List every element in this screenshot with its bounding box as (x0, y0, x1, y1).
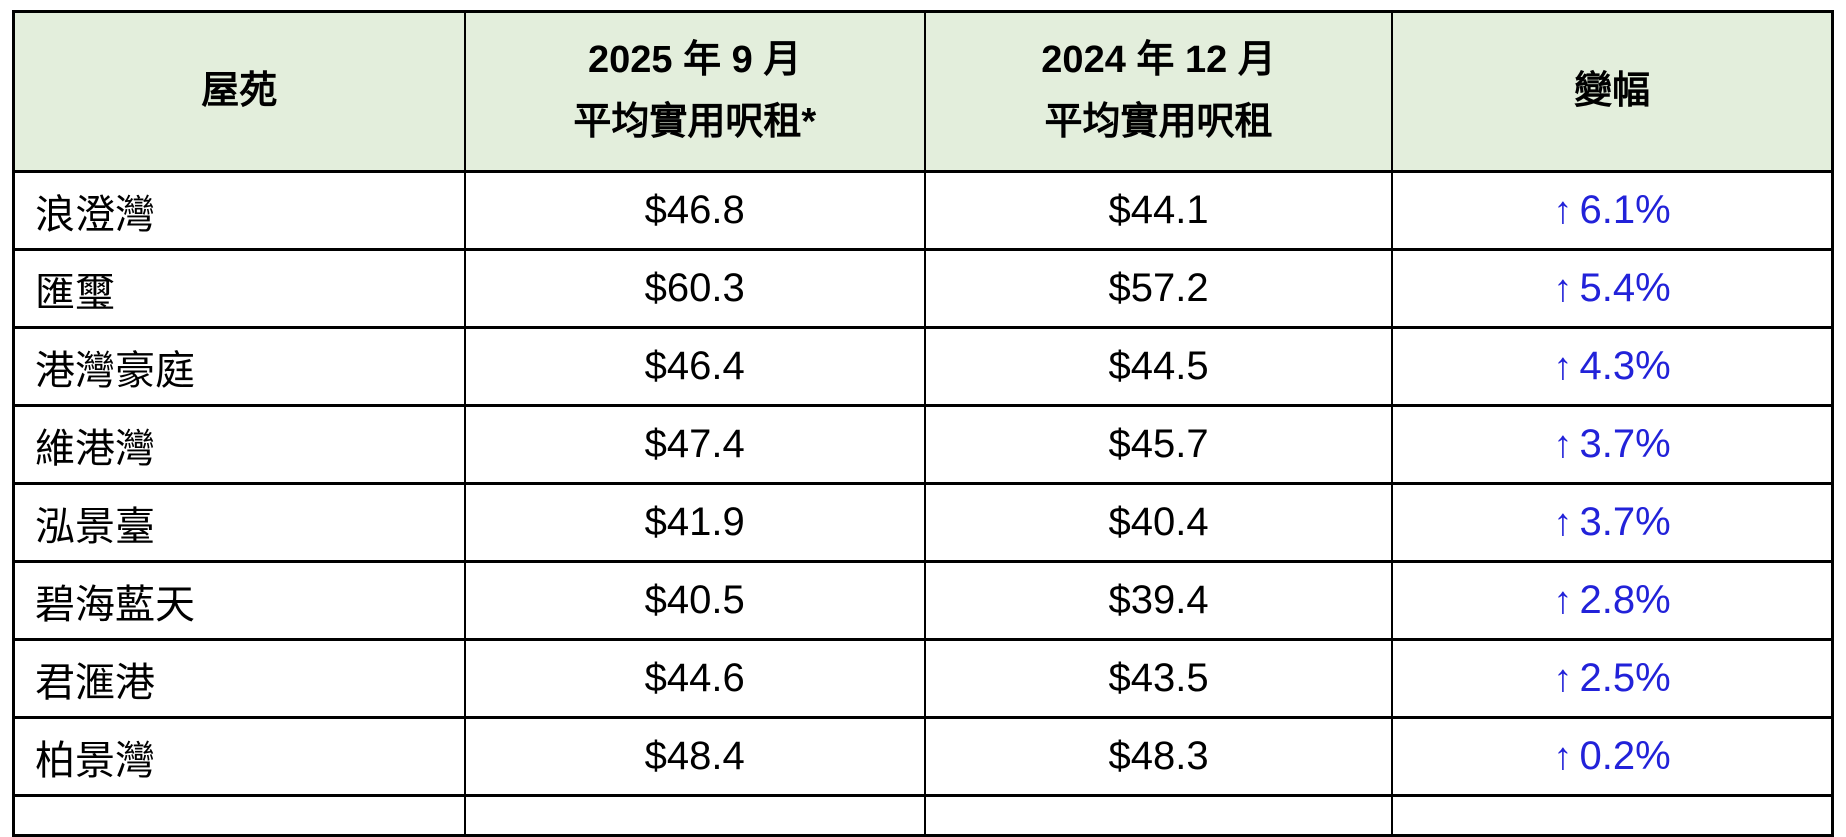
up-arrow-icon: ↑ (1553, 346, 1573, 388)
up-arrow-icon: ↑ (1553, 736, 1573, 778)
rent-2024-12-cell: $44.1 (923, 170, 1394, 251)
empty-cell (923, 794, 1394, 837)
rent-2024-12-cell: $43.5 (923, 638, 1394, 719)
change-value: 0.2% (1579, 734, 1671, 778)
estate-name-cell: 維港灣 (12, 404, 466, 485)
empty-cell (463, 794, 926, 837)
table-row: 君滙港 $44.6 $43.5 ↑ 2.5% (12, 638, 1834, 719)
up-arrow-icon: ↑ (1553, 502, 1573, 544)
change-value: 6.1% (1579, 188, 1671, 232)
header-estate: 屋苑 (12, 10, 466, 173)
estate-name-cell: 君滙港 (12, 638, 466, 719)
change-cell: ↑ 3.7% (1391, 482, 1834, 563)
up-arrow-icon: ↑ (1553, 268, 1573, 310)
rent-comparison-table: 屋苑 2025 年 9 月 平均實用呎租* 2024 年 12 月 平均實用呎租… (12, 10, 1834, 837)
change-value: 2.8% (1579, 578, 1671, 622)
estate-name-cell: 港灣豪庭 (12, 326, 466, 407)
header-2025-line1: 2025 年 9 月 (588, 38, 802, 81)
rent-2025-09-cell: $44.6 (463, 638, 926, 719)
up-arrow-icon: ↑ (1553, 424, 1573, 466)
up-arrow-icon: ↑ (1553, 190, 1573, 232)
table-row: 柏景灣 $48.4 $48.3 ↑ 0.2% (12, 716, 1834, 797)
estate-name-cell: 匯璽 (12, 248, 466, 329)
header-change-label: 變幅 (1574, 69, 1651, 112)
change-value: 2.5% (1579, 656, 1671, 700)
rent-2025-09-cell: $41.9 (463, 482, 926, 563)
rent-2024-12-cell: $48.3 (923, 716, 1394, 797)
header-row: 屋苑 2025 年 9 月 平均實用呎租* 2024 年 12 月 平均實用呎租… (12, 10, 1834, 173)
table-row: 泓景臺 $41.9 $40.4 ↑ 3.7% (12, 482, 1834, 563)
header-2025-line2: 平均實用呎租* (573, 100, 817, 143)
up-arrow-icon: ↑ (1553, 658, 1573, 700)
table-row: 匯璽 $60.3 $57.2 ↑ 5.4% (12, 248, 1834, 329)
header-change: 變幅 (1391, 10, 1834, 173)
change-cell: ↑ 6.1% (1391, 170, 1834, 251)
rent-2025-09-cell: $48.4 (463, 716, 926, 797)
change-cell: ↑ 5.4% (1391, 248, 1834, 329)
partial-clipped-row (12, 794, 1834, 837)
table-row: 維港灣 $47.4 $45.7 ↑ 3.7% (12, 404, 1834, 485)
table-row: 碧海藍天 $40.5 $39.4 ↑ 2.8% (12, 560, 1834, 641)
change-value: 5.4% (1579, 266, 1671, 310)
estate-name-cell: 浪澄灣 (12, 170, 466, 251)
header-2024-line1: 2024 年 12 月 (1041, 38, 1276, 81)
rent-2024-12-cell: $40.4 (923, 482, 1394, 563)
table-row: 港灣豪庭 $46.4 $44.5 ↑ 4.3% (12, 326, 1834, 407)
rent-2025-09-cell: $47.4 (463, 404, 926, 485)
change-value: 4.3% (1579, 344, 1671, 388)
estate-name-cell: 柏景灣 (12, 716, 466, 797)
change-value: 3.7% (1579, 422, 1671, 466)
header-rent-2025-09: 2025 年 9 月 平均實用呎租* (463, 10, 926, 173)
empty-cell (12, 794, 466, 837)
rent-2024-12-cell: $57.2 (923, 248, 1394, 329)
header-estate-label: 屋苑 (201, 69, 278, 112)
estate-name-cell: 碧海藍天 (12, 560, 466, 641)
rent-2024-12-cell: $44.5 (923, 326, 1394, 407)
rent-2025-09-cell: $46.8 (463, 170, 926, 251)
rent-2025-09-cell: $46.4 (463, 326, 926, 407)
change-cell: ↑ 2.5% (1391, 638, 1834, 719)
rent-2024-12-cell: $39.4 (923, 560, 1394, 641)
header-2024-line2: 平均實用呎租 (1044, 100, 1273, 143)
rent-2024-12-cell: $45.7 (923, 404, 1394, 485)
rent-2025-09-cell: $40.5 (463, 560, 926, 641)
estate-name-cell: 泓景臺 (12, 482, 466, 563)
empty-cell (1391, 794, 1834, 837)
change-value: 3.7% (1579, 500, 1671, 544)
up-arrow-icon: ↑ (1553, 580, 1573, 622)
rent-2025-09-cell: $60.3 (463, 248, 926, 329)
change-cell: ↑ 3.7% (1391, 404, 1834, 485)
change-cell: ↑ 0.2% (1391, 716, 1834, 797)
change-cell: ↑ 4.3% (1391, 326, 1834, 407)
change-cell: ↑ 2.8% (1391, 560, 1834, 641)
header-rent-2024-12: 2024 年 12 月 平均實用呎租 (923, 10, 1394, 173)
table-row: 浪澄灣 $46.8 $44.1 ↑ 6.1% (12, 170, 1834, 251)
